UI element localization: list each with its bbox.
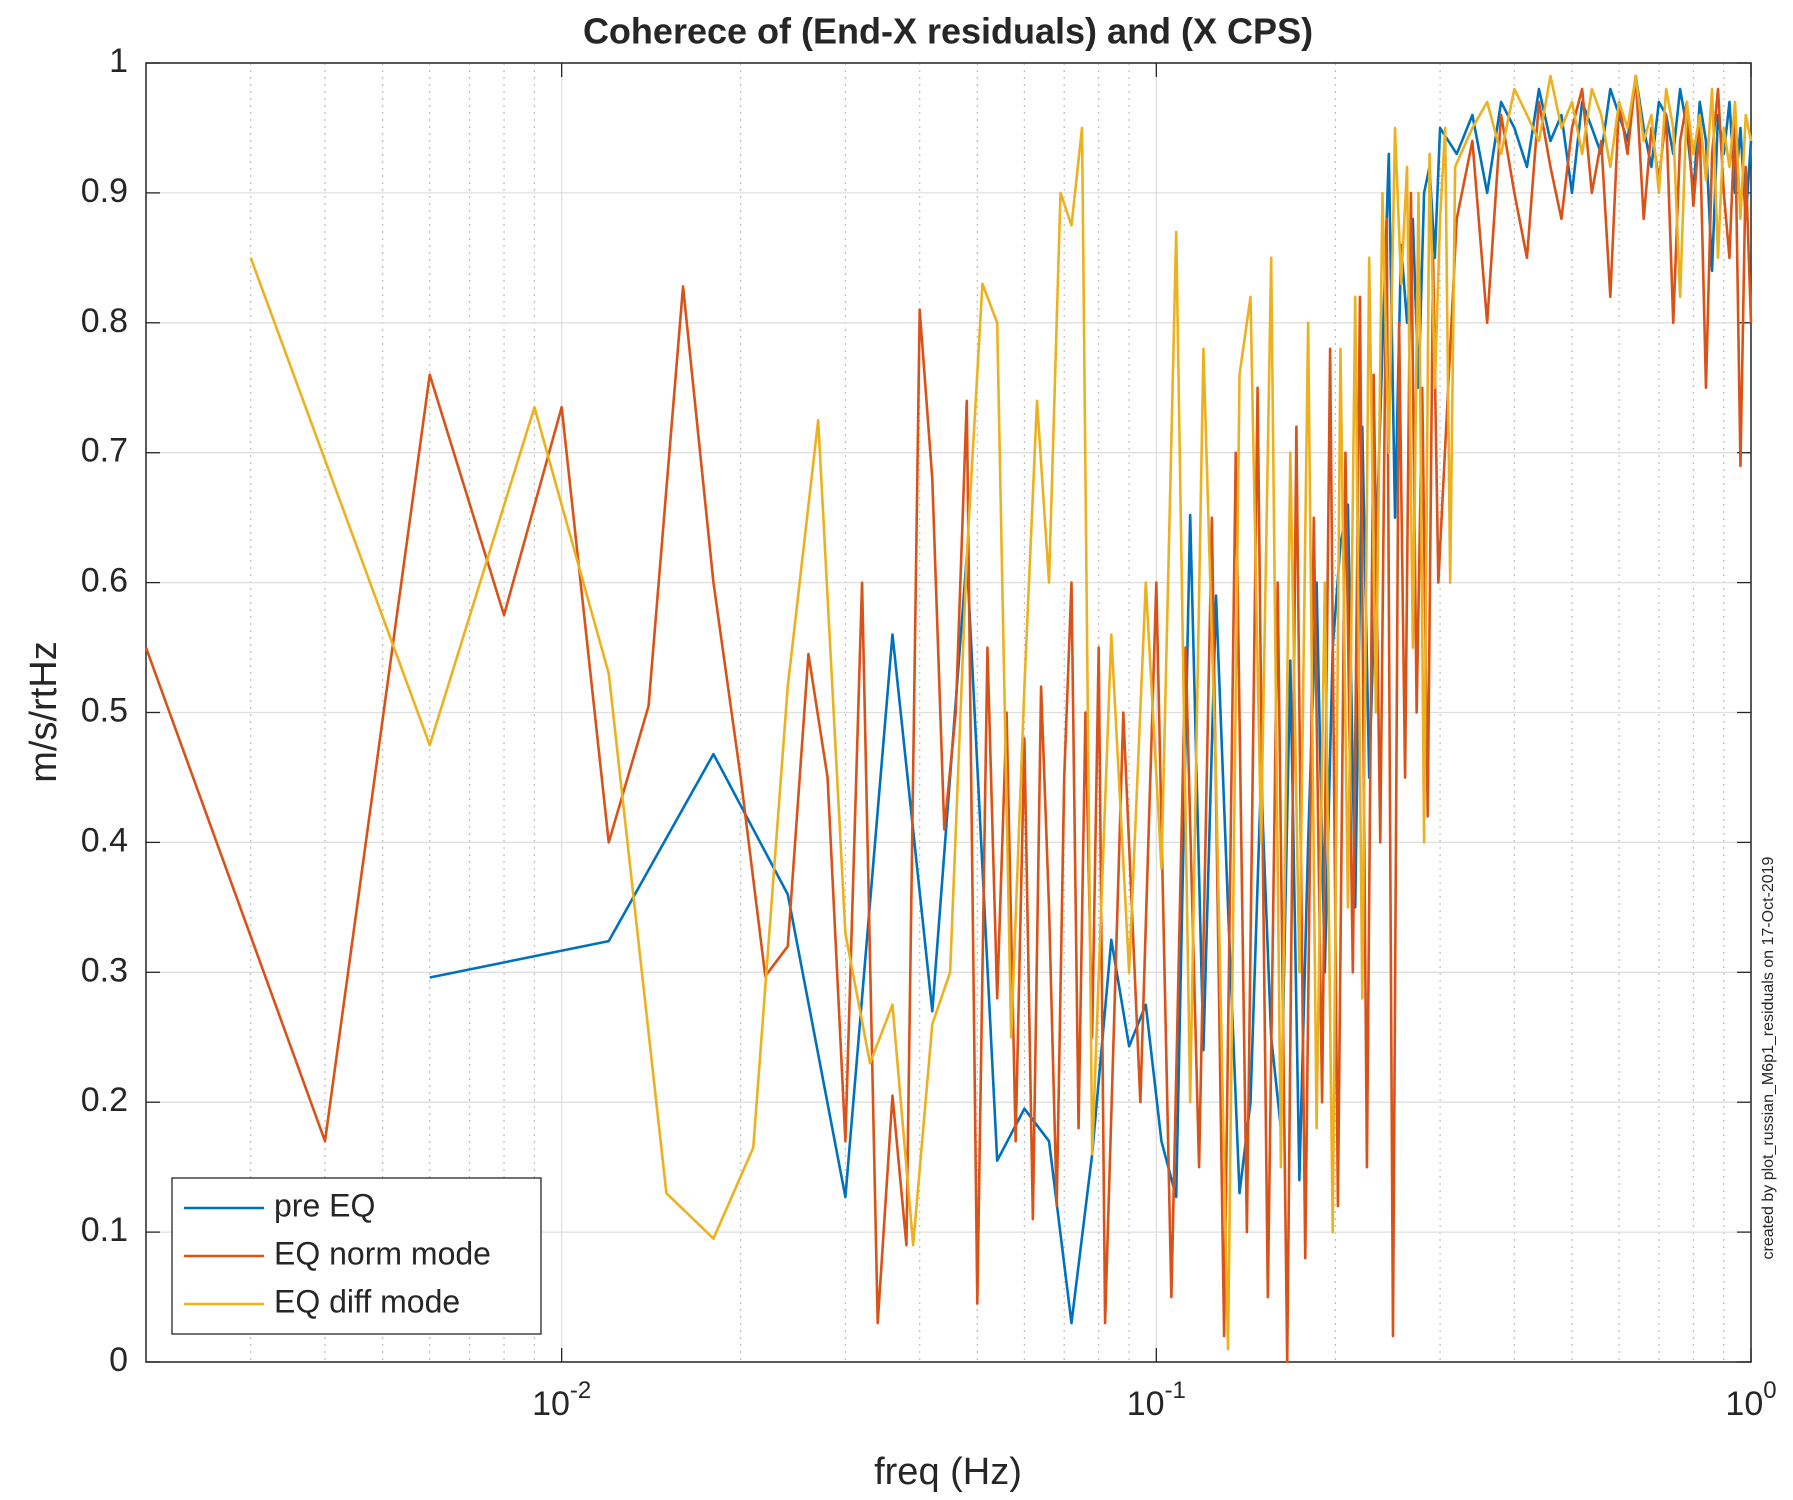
- legend-label: pre EQ: [274, 1187, 375, 1223]
- y-tick-label: 0.2: [81, 1081, 128, 1119]
- y-axis-label: m/s/rtHz: [23, 641, 65, 782]
- y-tick-label: 1: [109, 42, 128, 80]
- y-tick-label: 0.3: [81, 951, 128, 989]
- y-tick-label: 0.9: [81, 172, 128, 210]
- legend-label: EQ diff mode: [274, 1283, 460, 1319]
- y-tick-label: 0.6: [81, 562, 128, 600]
- x-axis-label: freq (Hz): [874, 1451, 1022, 1493]
- y-tick-label: 0.1: [81, 1211, 128, 1249]
- tick-exponent: -1: [1165, 1377, 1186, 1404]
- y-tick-label: 0.4: [81, 821, 128, 859]
- chart-title: Coherece of (End-X residuals) and (X CPS…: [583, 11, 1313, 52]
- y-tick-label: 0.8: [81, 302, 128, 340]
- tick-exponent: -2: [570, 1377, 591, 1404]
- series-line: [249, 74, 1753, 1351]
- legend-label: EQ norm mode: [274, 1235, 491, 1271]
- y-tick-label: 0: [109, 1341, 128, 1379]
- y-tick-label: 0.5: [81, 691, 128, 729]
- y-tick-label: 0.7: [81, 432, 128, 470]
- plot-frame: [145, 62, 1752, 1363]
- annotation: created by plot_russian_M6p1_residuals o…: [1760, 856, 1777, 1259]
- tick-exponent: 0: [1763, 1377, 1776, 1404]
